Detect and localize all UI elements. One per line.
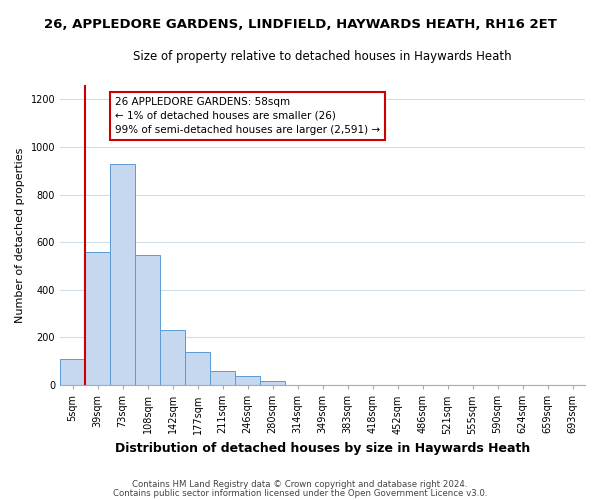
Bar <box>60 359 85 385</box>
Bar <box>235 376 260 385</box>
Bar <box>185 352 210 385</box>
Bar <box>210 371 235 385</box>
Text: 26, APPLEDORE GARDENS, LINDFIELD, HAYWARDS HEATH, RH16 2ET: 26, APPLEDORE GARDENS, LINDFIELD, HAYWAR… <box>44 18 556 30</box>
Bar <box>160 330 185 385</box>
X-axis label: Distribution of detached houses by size in Haywards Heath: Distribution of detached houses by size … <box>115 442 530 455</box>
Bar <box>85 252 110 385</box>
Bar <box>260 381 285 385</box>
Bar <box>135 256 160 385</box>
Bar <box>110 164 135 385</box>
Y-axis label: Number of detached properties: Number of detached properties <box>15 148 25 323</box>
Title: Size of property relative to detached houses in Haywards Heath: Size of property relative to detached ho… <box>133 50 512 63</box>
Text: 26 APPLEDORE GARDENS: 58sqm
← 1% of detached houses are smaller (26)
99% of semi: 26 APPLEDORE GARDENS: 58sqm ← 1% of deta… <box>115 97 380 135</box>
Text: Contains public sector information licensed under the Open Government Licence v3: Contains public sector information licen… <box>113 489 487 498</box>
Text: Contains HM Land Registry data © Crown copyright and database right 2024.: Contains HM Land Registry data © Crown c… <box>132 480 468 489</box>
